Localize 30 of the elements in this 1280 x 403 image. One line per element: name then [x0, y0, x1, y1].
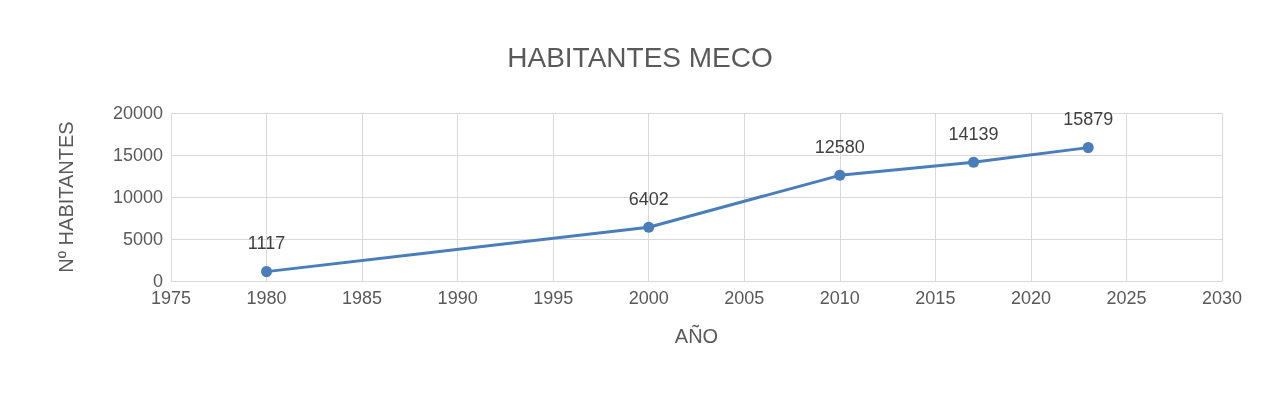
data-label: 6402	[628, 188, 669, 209]
point	[834, 169, 846, 181]
x-tick-label: 2030	[1201, 288, 1243, 308]
x-tick-label: 1990	[437, 288, 478, 308]
x-tick-label: 2020	[1010, 288, 1051, 308]
x-tick-label: 2005	[724, 288, 765, 308]
x-tick-label: 2000	[628, 288, 669, 308]
data-label: 15879	[1063, 109, 1114, 130]
data-label: 12580	[814, 136, 865, 157]
x-tick-label: 1975	[150, 288, 192, 308]
x-tick-label: 2010	[819, 288, 860, 308]
x-tick-label: 1985	[342, 288, 383, 308]
data-label: 14139	[948, 123, 999, 144]
y-axis-title: Nº HABITANTES	[55, 121, 77, 273]
y-tick-label: 15000	[112, 145, 163, 165]
data-label: 1117	[247, 233, 286, 254]
x-axis-title: AÑO	[674, 324, 719, 347]
y-tick-label: 0	[152, 271, 163, 291]
x-tick-label: 1995	[533, 288, 574, 308]
chart-title: HABITANTES MECO	[507, 41, 773, 73]
point	[643, 221, 655, 233]
x-tick-label: 2025	[1106, 288, 1147, 308]
point	[968, 156, 980, 168]
point	[1082, 142, 1094, 154]
y-tick-label: 10000	[112, 187, 163, 207]
x-tick-label: 1980	[246, 288, 287, 308]
y-tick-label: 20000	[112, 103, 163, 123]
x-tick-label: 2015	[915, 288, 956, 308]
point	[261, 266, 273, 278]
y-tick-label: 5000	[122, 229, 163, 249]
